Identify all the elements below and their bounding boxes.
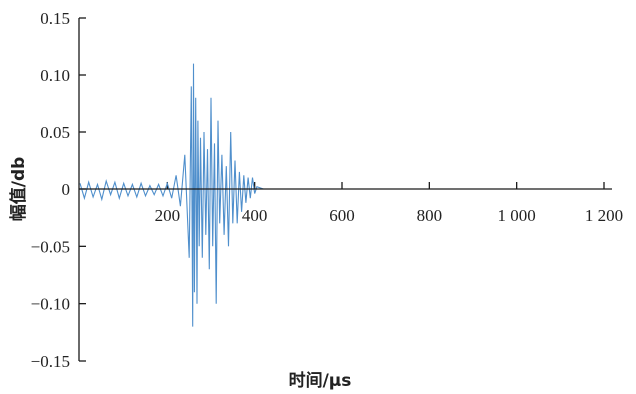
y-tick-label: −0.05 bbox=[31, 237, 70, 256]
x-tick-label: 1 000 bbox=[498, 206, 536, 225]
y-tick-label: −0.15 bbox=[31, 352, 70, 371]
x-tick-label: 200 bbox=[155, 206, 181, 225]
y-tick-label: 0.15 bbox=[40, 9, 70, 28]
x-axis-ticks: 200 400 600 800 1 000 1 200 bbox=[155, 182, 623, 225]
y-tick-label: 0.10 bbox=[40, 66, 70, 85]
x-tick-label: 1 200 bbox=[585, 206, 623, 225]
x-tick-label: 400 bbox=[242, 206, 268, 225]
y-tick-label: 0.05 bbox=[40, 123, 70, 142]
y-tick-label: −0.10 bbox=[31, 295, 70, 314]
signal-series-line bbox=[79, 63, 604, 327]
x-tick-label: 800 bbox=[417, 206, 443, 225]
y-tick-label: 0 bbox=[62, 180, 71, 199]
y-axis-ticks: 0.15 0.10 0.05 0 −0.05 −0.10 −0.15 bbox=[31, 9, 86, 371]
x-tick-label: 600 bbox=[329, 206, 355, 225]
y-axis-label: 幅值/db bbox=[8, 157, 29, 222]
series-group bbox=[79, 63, 604, 327]
x-axis-label: 时间/µs bbox=[289, 370, 352, 391]
